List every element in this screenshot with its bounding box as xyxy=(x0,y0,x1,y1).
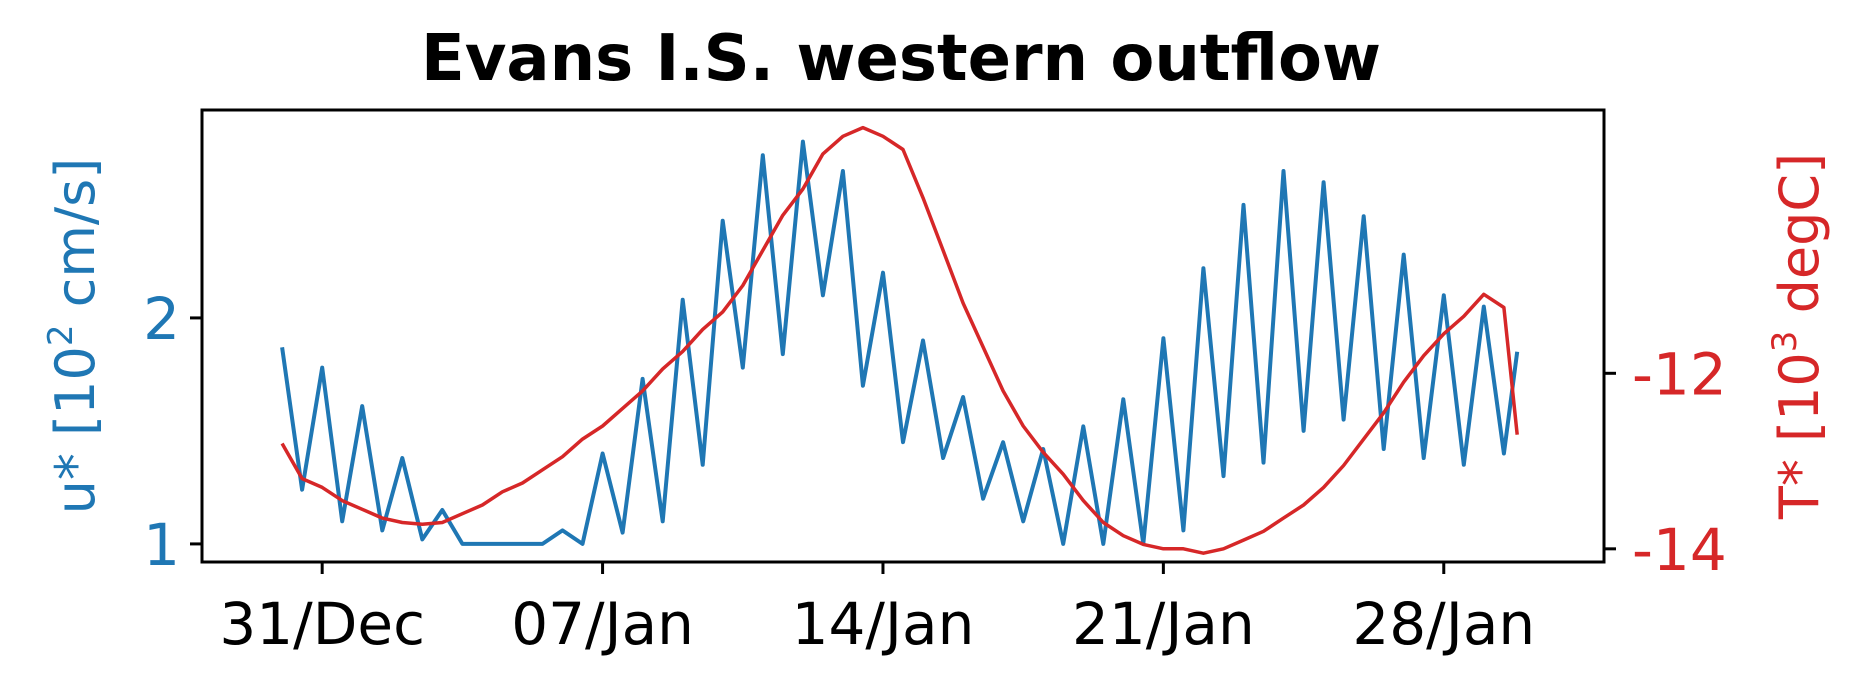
series-line-right xyxy=(280,125,1519,555)
right-tick-label: -12 xyxy=(1632,340,1727,408)
x-axis: 31/Dec 07/Jan 14/Jan 21/Jan 28/Jan xyxy=(219,562,1535,658)
right-axis-label: T* [103 degC] xyxy=(1765,153,1831,520)
series-line-left xyxy=(280,139,1520,546)
x-tick-label: 14/Jan xyxy=(792,590,975,658)
plot-frame xyxy=(200,108,1606,564)
series-layer xyxy=(280,125,1520,555)
left-axis-label: u* [102 cm/s] xyxy=(41,158,107,515)
right-tick-label: -14 xyxy=(1632,516,1727,584)
x-tick-label: 28/Jan xyxy=(1352,590,1535,658)
x-tick-label: 07/Jan xyxy=(511,590,694,658)
left-axis: 12 xyxy=(143,285,202,579)
x-tick-label: 21/Jan xyxy=(1072,590,1255,658)
chart-title: Evans I.S. western outflow xyxy=(421,22,1381,96)
left-tick-label: 2 xyxy=(143,285,180,353)
right-axis: -12 -14 xyxy=(1604,340,1727,584)
left-tick-label: 1 xyxy=(143,511,180,579)
x-tick-label: 31/Dec xyxy=(219,590,425,658)
